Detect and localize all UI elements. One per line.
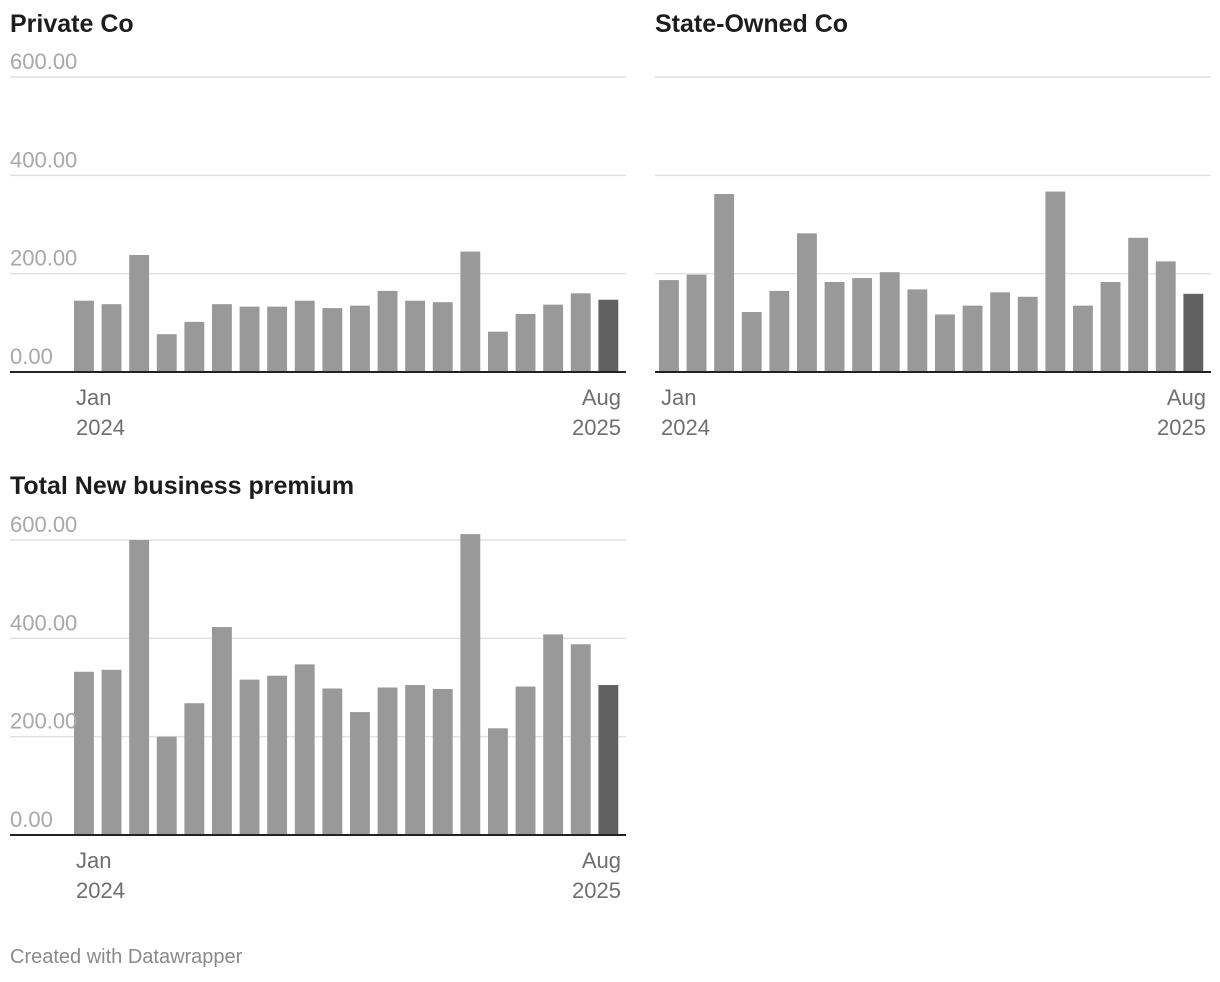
chart-title: State-Owned Co	[655, 10, 849, 38]
bar	[543, 634, 564, 835]
bar	[515, 313, 536, 372]
bar	[879, 272, 900, 372]
chart-title: Total New business premium	[10, 472, 355, 500]
bar	[212, 627, 232, 835]
bar	[460, 251, 481, 372]
bar	[1073, 305, 1093, 373]
bar	[1017, 296, 1038, 372]
x-tick-label: Jan	[76, 385, 111, 410]
chart-title: Private Co	[10, 10, 134, 38]
bar	[741, 312, 762, 372]
footer-credit: Created with Datawrapper	[10, 946, 243, 968]
y-tick-label: 200.00	[10, 246, 77, 271]
bar	[432, 302, 453, 372]
x-tick-label: 2024	[76, 878, 125, 903]
bar-chart-state-owned-co: Jan 2024 Aug 2025	[655, 76, 1211, 440]
bar	[322, 688, 343, 835]
bar-chart-total-new-business-premium: 0.00 200.00 400.00 600.00 Jan 2024 Aug 2025	[10, 512, 626, 903]
x-tick-label: 2025	[1157, 415, 1206, 440]
bar	[405, 685, 426, 835]
bar	[769, 290, 790, 373]
bar	[350, 305, 370, 373]
bar-chart-private-co: 0.00 200.00 400.00 600.00 Jan 2024 Aug 2025	[10, 49, 626, 440]
bar	[101, 304, 122, 372]
bar	[935, 314, 955, 372]
bar	[515, 686, 536, 835]
y-tick-label: 200.00	[10, 709, 77, 734]
bar	[852, 278, 873, 372]
bar	[460, 534, 481, 835]
bar	[824, 282, 845, 372]
bar	[659, 280, 679, 372]
bar	[797, 233, 817, 372]
bar	[129, 254, 150, 372]
y-tick-label: 400.00	[10, 610, 77, 635]
bar	[962, 305, 983, 373]
bar	[184, 703, 205, 835]
chart-panel-total-new-business-premium: Total New business premium 0.00 200.00 400…	[10, 472, 626, 912]
chart-panel-private-co: Private Co 0.00 200.00 400.00 600.00 Jan 2024…	[10, 10, 626, 450]
bar	[294, 300, 315, 372]
x-tick-label: Aug	[582, 848, 621, 873]
x-tick-label: Jan	[661, 385, 696, 410]
bar	[156, 736, 177, 835]
y-tick-label: 0.00	[10, 807, 53, 832]
bar	[267, 675, 288, 835]
bar	[239, 306, 260, 372]
bar	[212, 304, 232, 372]
bar	[598, 299, 619, 372]
x-tick-label: Aug	[582, 385, 621, 410]
bar	[350, 712, 370, 835]
y-tick-label: 400.00	[10, 147, 77, 172]
bar	[570, 644, 591, 835]
bar	[239, 679, 260, 835]
bar	[156, 334, 177, 372]
bar	[570, 293, 591, 372]
bar	[543, 304, 564, 372]
bar	[598, 685, 619, 835]
x-tick-label: 2025	[572, 415, 621, 440]
bar	[184, 321, 205, 372]
bar	[907, 289, 928, 372]
bar	[267, 306, 288, 372]
bar	[1183, 293, 1204, 372]
bar	[488, 331, 508, 372]
x-tick-label: Jan	[76, 848, 111, 873]
bar	[322, 308, 343, 372]
bar	[432, 688, 453, 835]
bar	[714, 194, 735, 372]
x-tick-label: Aug	[1167, 385, 1206, 410]
bar	[1045, 191, 1066, 372]
bar	[294, 664, 315, 835]
bar	[1100, 282, 1121, 372]
y-tick-label: 600.00	[10, 512, 77, 537]
chart-panel-state-owned-co: State-Owned Co Jan 2024 Aug 2025	[655, 10, 1211, 450]
y-tick-label: 600.00	[10, 49, 77, 74]
bar	[405, 300, 426, 372]
bar	[74, 671, 94, 835]
y-tick-label: 0.00	[10, 344, 53, 369]
bar	[377, 687, 398, 835]
bar	[1155, 261, 1176, 373]
bar	[488, 728, 508, 835]
bar	[74, 300, 94, 372]
bar	[101, 669, 122, 835]
x-tick-label: 2024	[661, 415, 710, 440]
bar	[129, 540, 150, 835]
bar	[686, 274, 707, 372]
x-tick-label: 2024	[76, 415, 125, 440]
bar	[990, 292, 1011, 372]
x-tick-label: 2025	[572, 878, 621, 903]
bar	[1128, 237, 1149, 372]
bar	[377, 290, 398, 373]
